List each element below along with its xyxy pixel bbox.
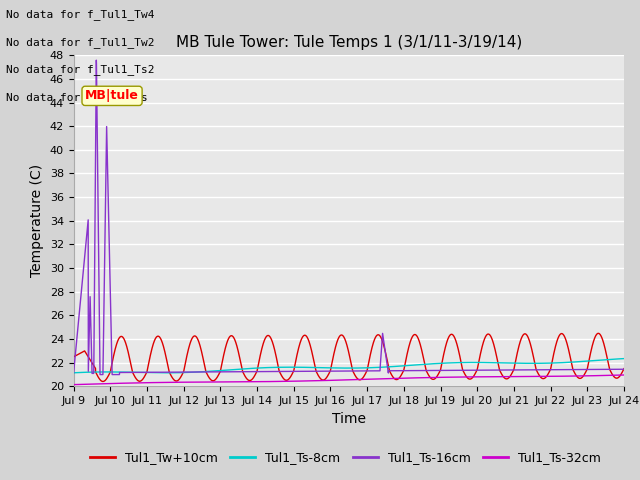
X-axis label: Time: Time [332, 412, 366, 426]
Y-axis label: Temperature (C): Temperature (C) [30, 164, 44, 277]
Text: No data for f_Tul1_Tw2: No data for f_Tul1_Tw2 [6, 36, 155, 48]
Text: No data for f_Tul1_Tw4: No data for f_Tul1_Tw4 [6, 9, 155, 20]
Text: MB|tule: MB|tule [85, 89, 139, 102]
Text: No data for f_Tul1_Ts2: No data for f_Tul1_Ts2 [6, 64, 155, 75]
Text: No data for f_Tul1_Ts: No data for f_Tul1_Ts [6, 92, 148, 103]
Legend: Tul1_Tw+10cm, Tul1_Ts-8cm, Tul1_Ts-16cm, Tul1_Ts-32cm: Tul1_Tw+10cm, Tul1_Ts-8cm, Tul1_Ts-16cm,… [85, 446, 606, 469]
Title: MB Tule Tower: Tule Temps 1 (3/1/11-3/19/14): MB Tule Tower: Tule Temps 1 (3/1/11-3/19… [175, 35, 522, 50]
